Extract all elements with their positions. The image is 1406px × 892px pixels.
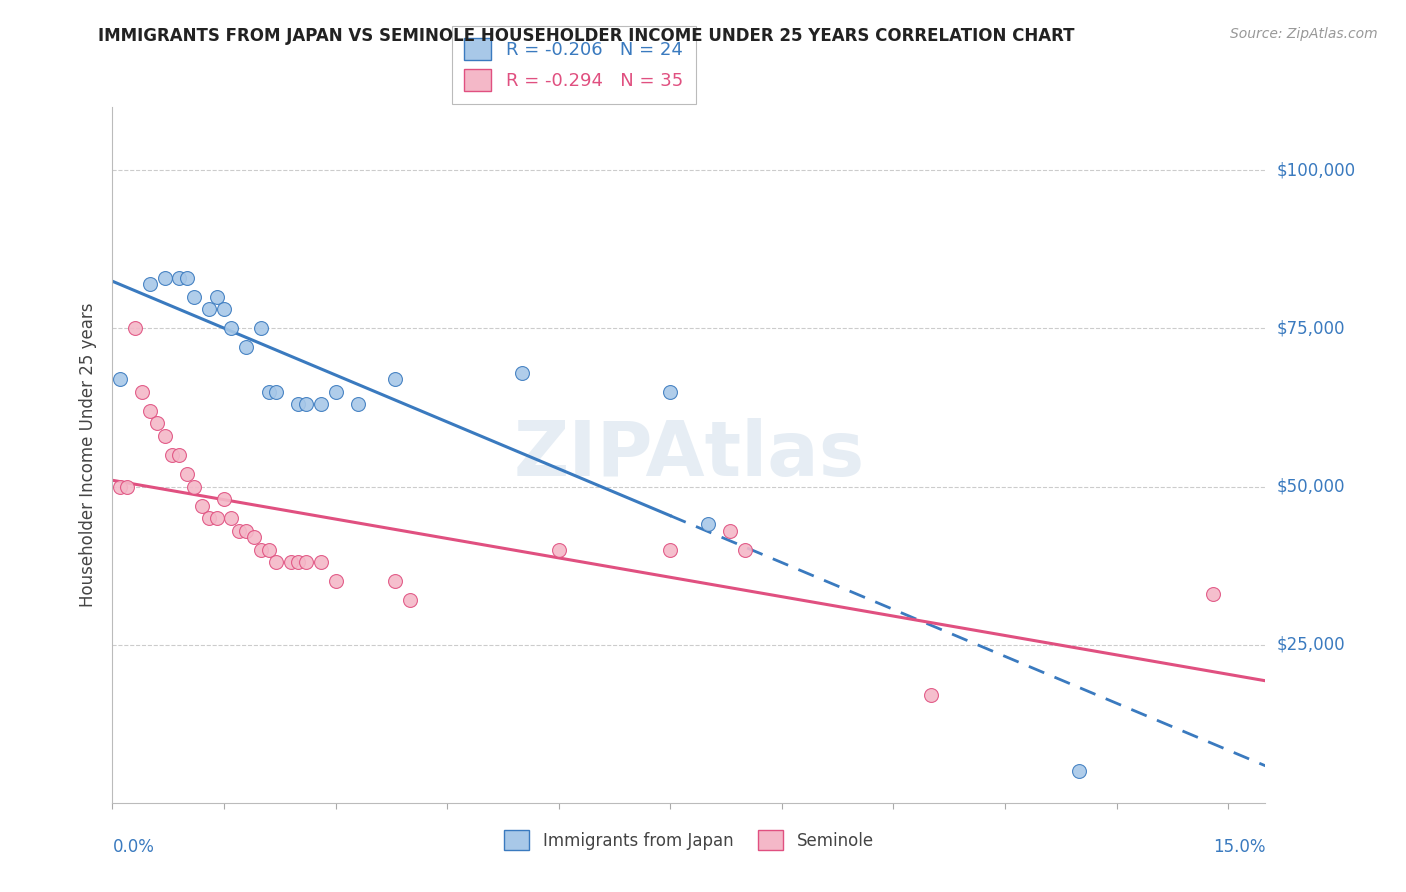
Point — [212, 302, 235, 317]
Point — [221, 511, 243, 525]
Point — [183, 479, 205, 493]
Text: $25,000: $25,000 — [1277, 636, 1346, 654]
Point — [250, 542, 273, 557]
Point — [920, 688, 942, 702]
Point — [221, 321, 243, 335]
Point — [547, 542, 569, 557]
Point — [243, 530, 266, 544]
Point — [108, 372, 131, 386]
Point — [287, 556, 309, 570]
Point — [160, 448, 183, 462]
Text: 15.0%: 15.0% — [1213, 838, 1265, 855]
Point — [264, 384, 287, 399]
Point — [131, 384, 153, 399]
Point — [659, 542, 682, 557]
Point — [183, 290, 205, 304]
Text: $50,000: $50,000 — [1277, 477, 1346, 496]
Point — [176, 467, 198, 481]
Point — [198, 511, 221, 525]
Point — [153, 429, 176, 443]
Text: $75,000: $75,000 — [1277, 319, 1346, 337]
Point — [325, 384, 347, 399]
Point — [659, 384, 682, 399]
Point — [295, 556, 318, 570]
Point — [696, 517, 718, 532]
Point — [169, 270, 191, 285]
Point — [257, 542, 280, 557]
Point — [108, 479, 131, 493]
Point — [1069, 764, 1091, 779]
Point — [235, 340, 257, 354]
Point — [169, 448, 191, 462]
Point — [309, 397, 332, 411]
Text: ZIPAtlas: ZIPAtlas — [513, 418, 865, 491]
Point — [347, 397, 370, 411]
Point — [190, 499, 212, 513]
Text: Source: ZipAtlas.com: Source: ZipAtlas.com — [1230, 27, 1378, 41]
Text: 0.0%: 0.0% — [112, 838, 155, 855]
Legend: Immigrants from Japan, Seminole: Immigrants from Japan, Seminole — [498, 823, 880, 857]
Point — [399, 593, 422, 607]
Point — [138, 277, 160, 292]
Point — [280, 556, 302, 570]
Point — [212, 492, 235, 507]
Point — [287, 397, 309, 411]
Text: $100,000: $100,000 — [1277, 161, 1355, 179]
Point — [198, 302, 221, 317]
Point — [205, 290, 228, 304]
Point — [309, 556, 332, 570]
Point — [264, 556, 287, 570]
Point — [257, 384, 280, 399]
Point — [295, 397, 318, 411]
Point — [235, 524, 257, 538]
Y-axis label: Householder Income Under 25 years: Householder Income Under 25 years — [79, 302, 97, 607]
Point — [1202, 587, 1225, 601]
Point — [384, 372, 406, 386]
Point — [384, 574, 406, 589]
Point — [153, 270, 176, 285]
Point — [228, 524, 250, 538]
Point — [325, 574, 347, 589]
Point — [510, 366, 533, 380]
Point — [138, 403, 160, 417]
Point — [205, 511, 228, 525]
Point — [146, 417, 169, 431]
Point — [250, 321, 273, 335]
Point — [734, 542, 756, 557]
Point — [176, 270, 198, 285]
Point — [117, 479, 139, 493]
Point — [718, 524, 741, 538]
Text: IMMIGRANTS FROM JAPAN VS SEMINOLE HOUSEHOLDER INCOME UNDER 25 YEARS CORRELATION : IMMIGRANTS FROM JAPAN VS SEMINOLE HOUSEH… — [98, 27, 1076, 45]
Point — [124, 321, 146, 335]
